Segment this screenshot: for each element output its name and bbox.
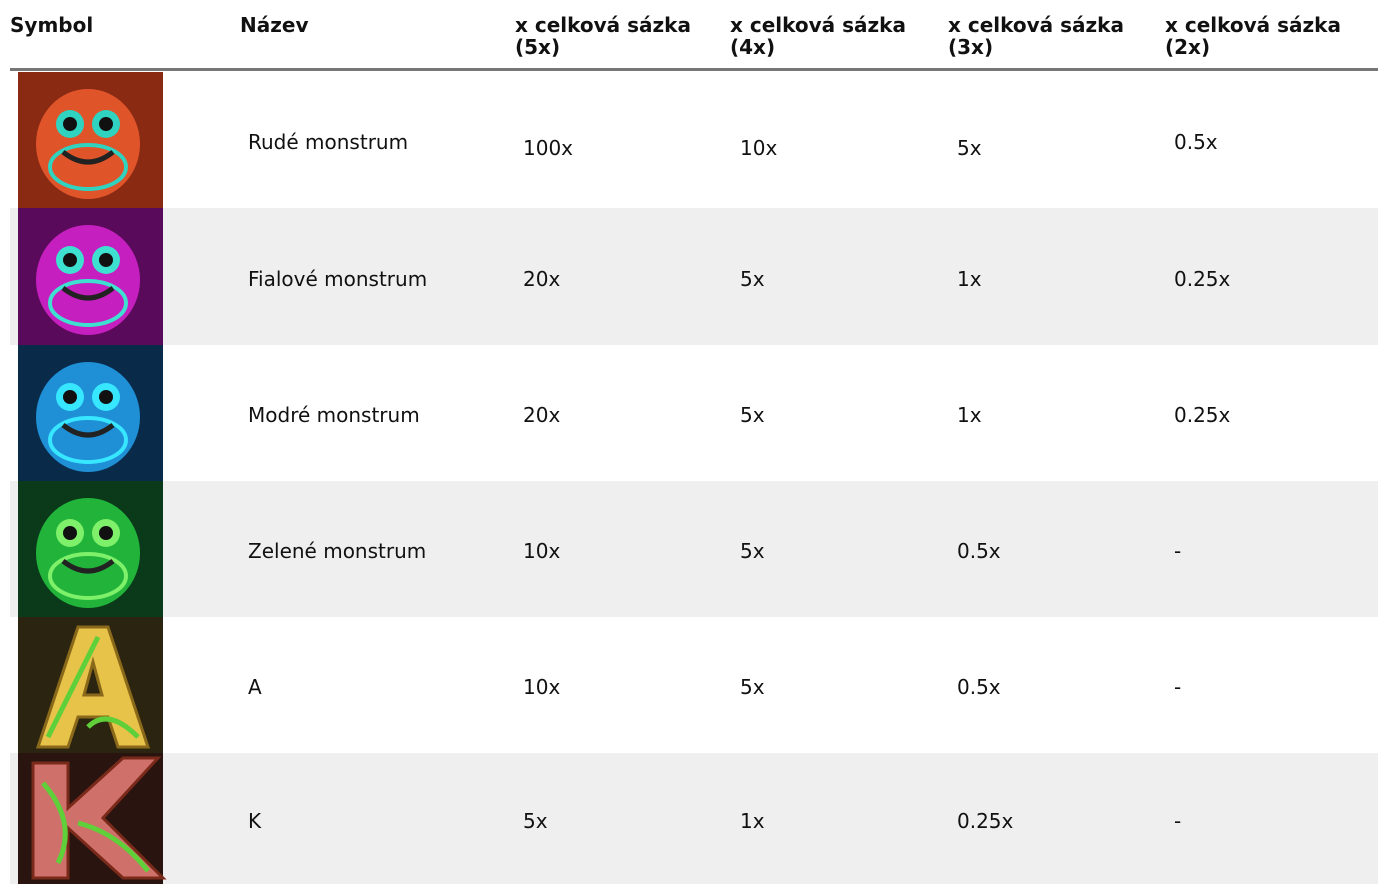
- payout-value: 0.5x: [957, 675, 1001, 699]
- header-rule: [10, 68, 1378, 71]
- pupil: [63, 117, 77, 131]
- column-header: x celková sázka (5x): [515, 13, 691, 59]
- payout-value: -: [1174, 675, 1182, 699]
- pupil: [99, 117, 113, 131]
- table-row: Fialové monstrum 20x 5x 1x 0.25x: [10, 208, 1378, 345]
- payout-value: 10x: [740, 136, 778, 160]
- payout-value: 5x: [523, 808, 548, 833]
- letter-shape: [35, 625, 151, 749]
- payout-value: 5x: [957, 136, 982, 160]
- payout-value: 10x: [523, 675, 561, 699]
- mouth: [61, 422, 115, 438]
- monster-glow: [48, 279, 128, 327]
- symbol-name: Modré monstrum: [248, 403, 420, 427]
- monster-glow: [48, 552, 128, 600]
- payout-value: 1x: [740, 808, 765, 833]
- payout-value: -: [1174, 808, 1182, 833]
- symbol-icon: [18, 208, 163, 345]
- column-header: x celková sázka (4x): [730, 13, 906, 59]
- table-row: Rudé monstrum 100x 10x 5x 0.5x: [10, 72, 1378, 208]
- payout-value: 5x: [740, 675, 765, 699]
- payout-value: 0.25x: [1174, 266, 1231, 291]
- vine: [45, 635, 140, 739]
- pupil: [63, 253, 77, 267]
- symbol-icon: [18, 345, 163, 481]
- payout-value: 0.5x: [957, 539, 1001, 563]
- column-header: x celková sázka (3x): [948, 13, 1124, 59]
- payout-value: 5x: [740, 266, 765, 291]
- symbol-name: Fialové monstrum: [248, 266, 428, 291]
- table-row: A 10x 5x 0.5x -: [10, 617, 1378, 753]
- payout-value: 0.25x: [957, 808, 1014, 833]
- payout-value: 100x: [523, 136, 574, 160]
- payout-value: 1x: [957, 403, 982, 427]
- mouth: [61, 558, 115, 574]
- symbol-name: K: [248, 808, 262, 833]
- table-row: K 5x 1x 0.25x -: [10, 753, 1378, 884]
- payout-value: 20x: [523, 403, 561, 427]
- symbol-name: Zelené monstrum: [248, 539, 427, 563]
- pupil: [99, 526, 113, 540]
- monster-glow: [48, 143, 128, 191]
- mouth: [61, 149, 115, 165]
- column-header: Symbol: [10, 13, 94, 37]
- symbol-icon: [18, 617, 163, 753]
- mouth: [61, 285, 115, 301]
- payout-value: 0.5x: [1174, 130, 1218, 154]
- payout-value: 0.25x: [1174, 403, 1231, 427]
- column-header: Název: [240, 13, 309, 37]
- pupil: [99, 253, 113, 267]
- symbol-name: A: [248, 675, 262, 699]
- table-row: Zelené monstrum 10x 5x 0.5x -: [10, 481, 1378, 617]
- payout-value: 5x: [740, 539, 765, 563]
- pupil: [63, 390, 77, 404]
- column-header: x celková sázka (2x): [1165, 13, 1341, 59]
- symbol-icon: [18, 72, 163, 208]
- pupil: [63, 526, 77, 540]
- payout-value: 20x: [523, 266, 561, 291]
- vine: [41, 781, 150, 873]
- payout-value: 1x: [957, 266, 982, 291]
- symbol-icon: [18, 481, 163, 617]
- payout-value: 10x: [523, 539, 561, 563]
- table-row: Modré monstrum 20x 5x 1x 0.25x: [10, 345, 1378, 481]
- symbol-icon: [18, 753, 167, 884]
- pupil: [99, 390, 113, 404]
- payout-value: -: [1174, 539, 1182, 563]
- monster-glow: [48, 416, 128, 464]
- symbol-name: Rudé monstrum: [248, 130, 409, 154]
- payout-value: 5x: [740, 403, 765, 427]
